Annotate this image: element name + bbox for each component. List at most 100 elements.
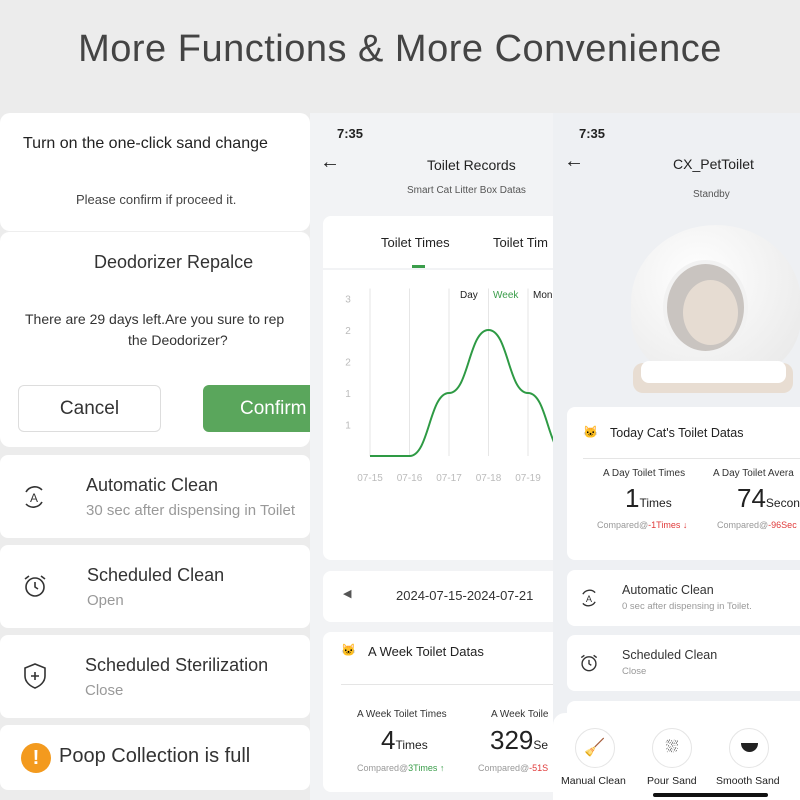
- stat-label: A Week Toile: [491, 709, 549, 720]
- alarm-clock-icon: [580, 654, 598, 672]
- item-subtitle: 0 sec after dispensing in Toilet.: [622, 601, 752, 612]
- item-subtitle: Open: [87, 592, 124, 609]
- divider: [341, 684, 553, 685]
- pet-toilet-screen: 7:35 ← CX_PetToilet Standby 🐱 Today Cat'…: [553, 113, 800, 800]
- device-status: Standby: [693, 189, 730, 200]
- cat-icon: 🐱: [341, 643, 356, 657]
- item-title: Automatic Clean: [622, 583, 714, 597]
- prev-week-icon[interactable]: ◀: [343, 588, 352, 600]
- item-subtitle: Close: [622, 666, 647, 677]
- tabs: Toilet Times Toilet Tim: [323, 216, 553, 268]
- stat-compare: Compared@3Times ↑: [357, 763, 444, 773]
- shield-plus-icon: [24, 663, 46, 689]
- pour-sand-button[interactable]: ⛆: [652, 728, 692, 768]
- action-label: Pour Sand: [647, 775, 697, 787]
- action-label: Manual Clean: [561, 775, 626, 787]
- poop-collection-alert: ! Poop Collection is full: [0, 725, 310, 790]
- tab-toilet-time-2[interactable]: Toilet Tim: [493, 235, 548, 250]
- item-title: Scheduled Sterilization: [85, 655, 269, 675]
- alarm-clock-icon: [24, 575, 46, 597]
- date-range: 2024-07-15-2024-07-21: [396, 588, 534, 603]
- y-tick-label: 1: [345, 421, 351, 432]
- stat-unit: Secon: [765, 496, 800, 510]
- compare-prefix: Compared@: [597, 520, 649, 530]
- scheduled-clean-item[interactable]: Scheduled Clean Close: [567, 635, 800, 691]
- y-tick-label: 1: [345, 389, 351, 400]
- item-title: Automatic Clean: [86, 475, 219, 495]
- compare-value: -51S: [529, 763, 549, 773]
- sand-change-dialog: Turn on the one-click sand change Please…: [0, 113, 310, 231]
- stat-number: 1: [625, 483, 640, 513]
- divider: [583, 458, 800, 459]
- stat-unit: Times: [639, 496, 672, 510]
- chart-card: Day Week Mon 3 2 2 1 1 07-15 07-16 07-17 07-18 07…: [323, 270, 553, 560]
- deodorizer-dialog: Deodorizer Repalce There are 29 days lef…: [0, 231, 310, 447]
- stat-value: 1Times: [625, 483, 672, 514]
- left-panel: Turn on the one-click sand change Please…: [0, 113, 310, 800]
- svg-text:A: A: [30, 491, 38, 505]
- action-sheet: 🧹 Manual Clean ⛆ Pour Sand Smooth Sand: [553, 713, 800, 800]
- y-tick-label: 3: [345, 295, 351, 306]
- x-tick-label: 07-16: [397, 473, 423, 484]
- confirm-button[interactable]: Confirm: [203, 385, 310, 432]
- today-data-card: 🐱 Today Cat's Toilet Datas A Day Toilet …: [567, 407, 800, 560]
- dialog-title: Turn on the one-click sand change: [23, 135, 268, 152]
- compare-value: 3Times: [408, 763, 438, 773]
- tab-toilet-times[interactable]: Toilet Times: [381, 235, 450, 250]
- pour-sand-icon: ⛆: [665, 739, 679, 756]
- week-data-card: 🐱 A Week Toilet Datas A Week Toilet Time…: [323, 632, 553, 792]
- manual-clean-button[interactable]: 🧹: [575, 728, 615, 768]
- period-week[interactable]: Week: [493, 290, 519, 301]
- y-tick-label: 2: [345, 326, 351, 337]
- tab-indicator: [412, 265, 425, 268]
- alert-text: Poop Collection is full: [59, 745, 251, 767]
- arrow-up-icon: ↑: [439, 763, 445, 773]
- status-time: 7:35: [337, 126, 364, 141]
- automatic-clean-item[interactable]: A Automatic Clean 30 sec after dispensin…: [0, 455, 310, 538]
- automatic-clean-item[interactable]: A Automatic Clean 0 sec after dispensing…: [567, 570, 800, 626]
- period-month[interactable]: Mon: [533, 290, 553, 301]
- litter-box-image: [623, 225, 800, 400]
- status-time: 7:35: [579, 126, 606, 141]
- x-tick-label: 07-15: [357, 473, 383, 484]
- auto-clean-icon: A: [25, 486, 43, 508]
- scheduled-sterilization-item[interactable]: Scheduled Sterilization Close: [0, 635, 310, 718]
- stat-label: A Day Toilet Times: [603, 468, 686, 479]
- back-arrow-icon[interactable]: ←: [564, 150, 584, 172]
- item-subtitle: 30 sec after dispensing in Toilet: [86, 502, 296, 519]
- smooth-sand-button[interactable]: [729, 728, 769, 768]
- scheduled-clean-item[interactable]: Scheduled Clean Open: [0, 545, 310, 628]
- series-line: [370, 328, 553, 457]
- dialog-message-2: the Deodorizer?: [128, 332, 228, 348]
- stat-label: A Day Toilet Avera: [713, 468, 794, 479]
- stat-value: 329Se: [490, 725, 548, 756]
- warning-icon: !: [21, 743, 51, 773]
- action-label: Smooth Sand: [716, 775, 780, 787]
- smooth-sand-icon: [741, 743, 758, 752]
- stat-number: 74: [737, 483, 766, 513]
- stat-number: 4: [381, 725, 396, 755]
- cancel-button[interactable]: Cancel: [18, 385, 161, 432]
- x-tick-label: 07-19: [515, 473, 541, 484]
- card-title: A Week Toilet Datas: [368, 644, 484, 659]
- page-title: Toilet Records: [427, 157, 516, 173]
- device-title: CX_PetToilet: [673, 156, 754, 172]
- period-day[interactable]: Day: [460, 290, 478, 301]
- dialog-title: Deodorizer Repalce: [94, 252, 254, 272]
- arrow-down-icon: ↓: [682, 520, 688, 530]
- date-range-selector: ◀ 2024-07-15-2024-07-21: [323, 571, 553, 622]
- dialog-message: Please confirm if proceed it.: [76, 192, 237, 207]
- dialog-message: There are 29 days left.Are you sure to r…: [25, 311, 285, 327]
- item-title: Scheduled Clean: [87, 565, 225, 585]
- compare-prefix: Compared@: [478, 763, 530, 773]
- card-title: Today Cat's Toilet Datas: [610, 426, 744, 440]
- stat-unit: Times: [395, 738, 428, 752]
- stat-compare: Compared@-51S: [478, 763, 548, 773]
- item-subtitle: Close: [85, 682, 124, 699]
- stat-value: 74Secon: [737, 483, 800, 514]
- item-title: Scheduled Clean: [622, 648, 718, 662]
- back-arrow-icon[interactable]: ←: [320, 151, 340, 173]
- page-subtitle: Smart Cat Litter Box Datas: [407, 185, 526, 196]
- x-tick-label: 07-18: [476, 473, 502, 484]
- svg-text:A: A: [586, 594, 593, 604]
